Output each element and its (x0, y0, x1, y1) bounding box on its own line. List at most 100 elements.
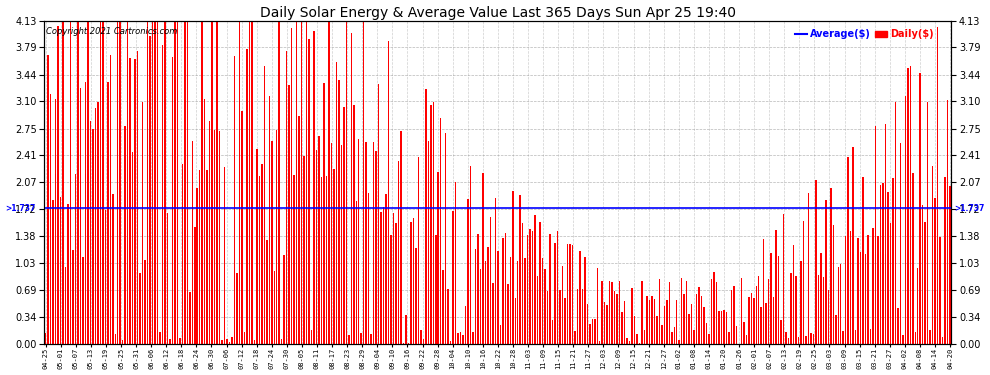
Bar (502, 238, 504, 344)
Bar (880, 185, 881, 344)
Bar (530, 229, 531, 344)
Bar (651, 296, 652, 344)
Bar (890, 223, 891, 344)
Bar (540, 222, 541, 344)
Bar (125, 126, 126, 344)
Bar (140, 273, 141, 344)
Bar (166, 213, 168, 344)
Bar (378, 84, 379, 344)
Bar (656, 316, 657, 344)
Bar (872, 228, 874, 344)
Bar (546, 291, 548, 344)
Bar (930, 330, 931, 344)
Bar (92, 129, 94, 344)
Bar (80, 88, 81, 344)
Bar (460, 332, 461, 344)
Bar (586, 304, 588, 344)
Bar (842, 331, 843, 344)
Bar (614, 291, 616, 344)
Bar (922, 204, 924, 344)
Bar (753, 298, 754, 344)
Bar (852, 147, 854, 344)
Bar (48, 54, 49, 344)
Bar (169, 339, 170, 344)
Bar (95, 108, 96, 344)
Bar (385, 194, 387, 344)
Bar (847, 158, 849, 344)
Bar (716, 282, 717, 344)
Bar (793, 245, 794, 344)
Bar (885, 124, 886, 344)
Bar (718, 311, 720, 344)
Bar (648, 300, 650, 344)
Bar (151, 21, 153, 344)
Legend: Average($), Daily($): Average($), Daily($) (791, 26, 938, 44)
Bar (64, 267, 66, 344)
Bar (683, 294, 685, 344)
Bar (281, 339, 282, 344)
Bar (495, 198, 496, 344)
Bar (117, 21, 119, 344)
Bar (800, 261, 802, 344)
Bar (222, 340, 223, 344)
Bar (512, 191, 514, 344)
Bar (850, 231, 851, 344)
Bar (865, 254, 866, 344)
Bar (100, 21, 101, 344)
Bar (346, 21, 347, 344)
Bar (311, 330, 312, 344)
Bar (154, 21, 155, 344)
Bar (666, 300, 667, 344)
Bar (184, 21, 185, 344)
Bar (132, 152, 134, 344)
Bar (273, 271, 275, 344)
Bar (462, 334, 464, 344)
Bar (135, 58, 136, 344)
Bar (706, 322, 707, 344)
Bar (286, 51, 287, 344)
Bar (176, 21, 178, 344)
Bar (323, 83, 325, 344)
Bar (420, 330, 422, 344)
Bar (653, 298, 655, 344)
Bar (341, 145, 343, 344)
Bar (370, 334, 372, 344)
Bar (542, 258, 544, 344)
Bar (313, 31, 315, 344)
Bar (835, 315, 837, 344)
Bar (602, 281, 603, 344)
Bar (278, 21, 280, 344)
Bar (646, 296, 647, 344)
Bar (97, 102, 99, 344)
Bar (199, 170, 200, 344)
Bar (857, 238, 859, 344)
Bar (676, 300, 677, 344)
Bar (110, 55, 111, 344)
Bar (887, 192, 889, 344)
Bar (59, 198, 61, 344)
Bar (637, 334, 638, 344)
Bar (308, 39, 310, 344)
Bar (549, 234, 550, 344)
Bar (348, 335, 349, 344)
Bar (105, 210, 106, 344)
Bar (892, 178, 894, 344)
Bar (303, 156, 305, 344)
Bar (798, 337, 799, 344)
Bar (701, 296, 702, 344)
Bar (935, 198, 936, 344)
Bar (594, 319, 596, 344)
Bar (729, 332, 730, 344)
Bar (882, 183, 884, 344)
Bar (520, 195, 521, 344)
Title: Daily Solar Energy & Average Value Last 365 Days Sun Apr 25 19:40: Daily Solar Energy & Average Value Last … (259, 6, 736, 20)
Bar (253, 340, 255, 344)
Bar (708, 334, 710, 344)
Bar (112, 194, 114, 344)
Bar (423, 339, 424, 344)
Bar (522, 222, 524, 344)
Bar (467, 199, 469, 344)
Bar (833, 225, 834, 344)
Bar (62, 21, 63, 344)
Bar (248, 21, 250, 344)
